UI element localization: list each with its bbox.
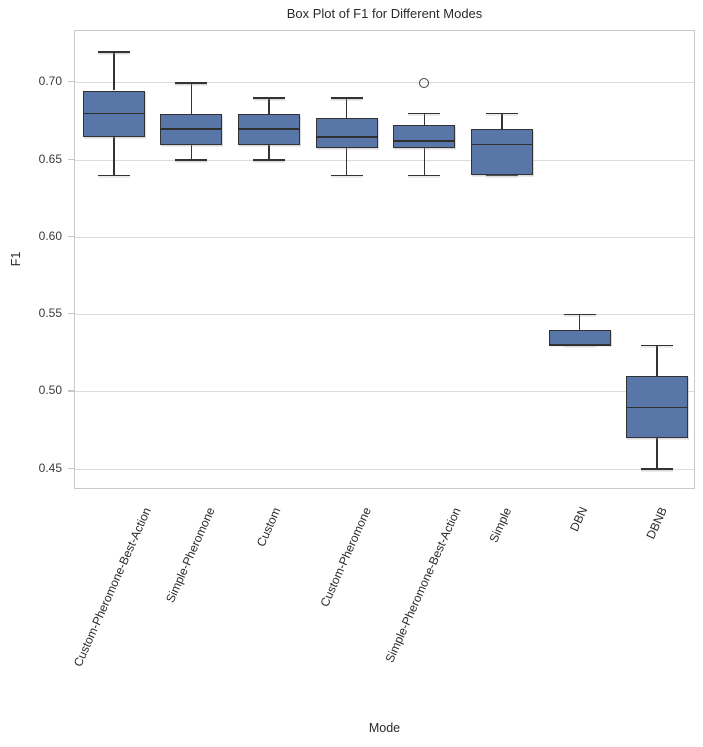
x-tick-label: Custom	[253, 504, 284, 549]
lower-whisker-cap	[485, 174, 518, 177]
upper-whisker-cap	[408, 112, 441, 115]
median-line	[393, 139, 456, 142]
x-tick-label: Simple-Pheromone	[163, 505, 218, 605]
box	[470, 129, 533, 176]
box	[548, 330, 611, 346]
upper-whisker-cap	[485, 112, 518, 115]
median-line	[548, 344, 611, 347]
median-line	[626, 406, 689, 409]
lower-whisker	[423, 148, 426, 176]
y-tick-mark	[68, 467, 74, 469]
lower-whisker-cap	[97, 174, 130, 177]
lower-whisker	[113, 136, 115, 176]
gridline	[75, 236, 694, 238]
upper-whisker	[501, 113, 503, 130]
y-tick-label: 0.45	[38, 460, 62, 475]
upper-whisker-cap	[641, 344, 674, 347]
lower-whisker	[190, 144, 193, 161]
upper-whisker-cap	[97, 51, 130, 53]
gridline	[75, 468, 694, 470]
x-tick-label: Simple-Pheromone-Best-Action	[382, 504, 464, 665]
y-tick-label: 0.60	[38, 228, 62, 243]
lower-whisker-cap	[253, 159, 286, 161]
y-tick-mark	[68, 235, 74, 237]
upper-whisker-cap	[253, 97, 286, 100]
y-tick-mark	[68, 313, 74, 315]
y-tick-mark	[68, 158, 74, 160]
upper-whisker-cap	[175, 81, 208, 84]
upper-whisker-cap	[563, 313, 596, 316]
upper-whisker	[268, 98, 270, 114]
x-axis-title: Mode	[368, 721, 401, 735]
plot-area	[74, 30, 695, 489]
upper-whisker	[345, 98, 348, 118]
y-axis-title: F1	[9, 251, 23, 267]
chart-title: Box Plot of F1 for Different Modes	[286, 6, 483, 21]
box	[315, 117, 378, 149]
x-tick-label: DBN	[567, 504, 591, 534]
upper-whisker-cap	[330, 97, 363, 100]
gridline	[75, 391, 694, 393]
x-tick-label: DBNB	[643, 504, 670, 541]
median-line	[315, 136, 378, 138]
y-tick-label: 0.50	[38, 383, 62, 398]
lower-whisker-cap	[330, 174, 363, 177]
lower-whisker-cap	[408, 174, 441, 177]
x-tick-label: Simple	[486, 505, 515, 545]
y-tick-label: 0.55	[38, 306, 62, 321]
median-line	[470, 143, 533, 146]
upper-whisker	[578, 314, 581, 331]
lower-whisker	[268, 144, 270, 161]
upper-whisker	[656, 345, 658, 377]
outlier-point	[419, 77, 430, 88]
lower-whisker	[345, 148, 348, 176]
median-line	[82, 112, 145, 115]
x-tick-label: Custom-Pheromone-Best-Action	[71, 505, 155, 669]
lower-whisker	[656, 438, 658, 470]
upper-whisker	[423, 113, 426, 126]
gridline	[75, 82, 694, 84]
y-tick-label: 0.65	[38, 151, 62, 166]
lower-whisker-cap	[641, 468, 674, 470]
y-tick-mark	[68, 390, 74, 392]
y-tick-label: 0.70	[38, 74, 62, 89]
gridline	[75, 314, 694, 316]
median-line	[160, 128, 223, 130]
gridline	[75, 159, 694, 161]
upper-whisker	[190, 82, 193, 114]
x-tick-label: Custom-Pheromone	[317, 504, 375, 609]
lower-whisker-cap	[175, 159, 208, 161]
median-line	[238, 128, 301, 130]
y-tick-mark	[68, 81, 74, 83]
box	[393, 125, 456, 149]
upper-whisker	[113, 51, 115, 91]
